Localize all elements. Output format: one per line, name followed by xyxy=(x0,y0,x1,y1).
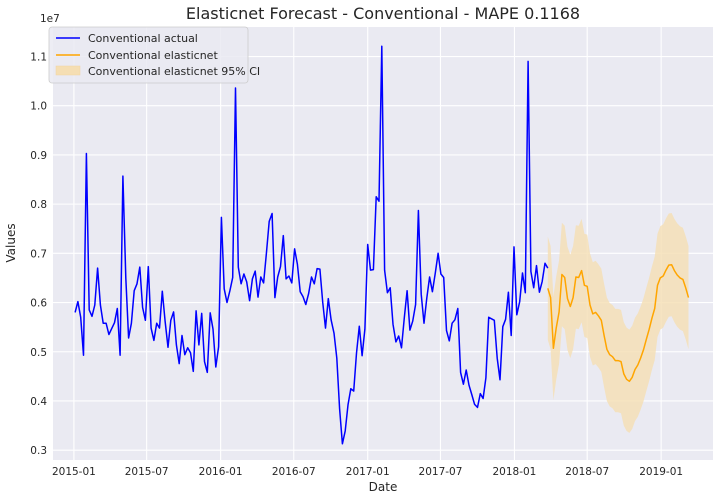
ci-band xyxy=(547,213,689,433)
actual-series-line xyxy=(74,45,549,445)
x-tick-label: 2018-01 xyxy=(492,466,536,478)
y-tick-label: 0.5 xyxy=(30,347,47,359)
x-tick-label: 2016-01 xyxy=(199,466,243,478)
y-axis-label: Values xyxy=(4,223,18,262)
legend: Conventional actual Conventional elastic… xyxy=(48,26,260,84)
series-layer xyxy=(74,45,690,445)
x-tick-label: 2018-07 xyxy=(565,466,609,478)
x-tick-label: 2019-01 xyxy=(639,466,683,478)
x-tick-label: 2017-07 xyxy=(419,466,463,478)
legend-box xyxy=(48,26,249,84)
y-tick-label: 0.4 xyxy=(30,396,47,408)
y-tick-label: 1.1 xyxy=(30,52,47,64)
legend-actual-label: Conventional actual xyxy=(88,32,198,45)
tick-labels: 2015-01 2015-07 2016-01 2016-07 2017-01 2017-… xyxy=(30,52,683,478)
y-tick-label: 0.9 xyxy=(30,150,47,162)
y-tick-label: 0.6 xyxy=(30,298,47,310)
ci-band-layer xyxy=(547,213,689,433)
x-tick-label: 2015-07 xyxy=(125,466,169,478)
grid xyxy=(53,27,713,460)
x-tick-label: 2017-01 xyxy=(346,466,390,478)
legend-forecast-label: Conventional elasticnet xyxy=(88,49,218,62)
x-tick-label: 2015-01 xyxy=(52,466,96,478)
x-axis-label: Date xyxy=(369,480,398,494)
legend-ci-label: Conventional elasticnet 95% CI xyxy=(88,65,260,78)
forecast-series-line xyxy=(547,263,690,383)
x-tick-label: 2016-07 xyxy=(272,466,316,478)
y-tick-label: 0.8 xyxy=(30,199,47,211)
y-scale-label: 1e7 xyxy=(40,13,60,25)
chart-title: Elasticnet Forecast - Conventional - MAP… xyxy=(186,4,580,23)
y-tick-label: 0.7 xyxy=(30,248,47,260)
legend-ci-swatch xyxy=(55,65,81,76)
y-tick-label: 0.3 xyxy=(30,445,47,457)
y-tick-label: 1.0 xyxy=(30,101,47,113)
